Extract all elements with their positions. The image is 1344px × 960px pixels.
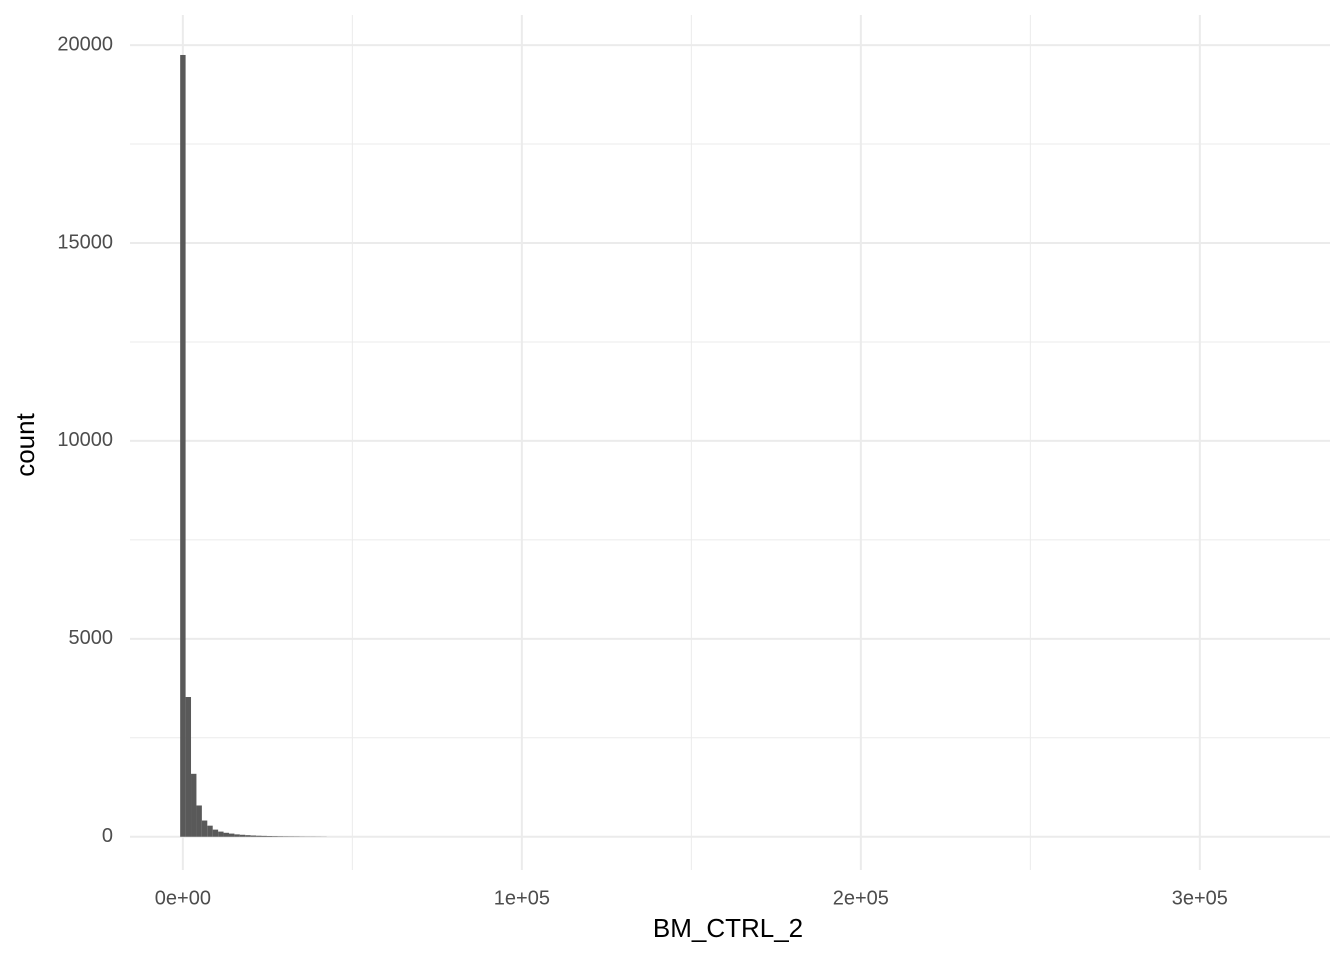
bar [201, 820, 208, 837]
x-tick-label: 3e+05 [1172, 887, 1228, 909]
bar [228, 833, 235, 837]
bar [218, 831, 224, 837]
y-tick-label: 10000 [57, 429, 113, 451]
x-axis-title: BM_CTRL_2 [653, 913, 803, 943]
y-tick-label: 0 [102, 825, 113, 847]
bar [212, 829, 219, 837]
bar [250, 835, 257, 837]
y-tick-label: 15000 [57, 231, 113, 253]
y-axis-title: count [10, 412, 40, 476]
bar [207, 825, 213, 837]
bar [266, 836, 273, 837]
bar [256, 835, 262, 837]
bar [185, 697, 192, 837]
bar [234, 834, 240, 837]
bar [272, 836, 278, 837]
bar [261, 835, 267, 837]
y-tick-label: 5000 [69, 627, 114, 649]
bar [191, 773, 197, 837]
bar [245, 835, 251, 837]
x-tick-label: 1e+05 [494, 887, 550, 909]
bar [223, 832, 229, 837]
bar [196, 805, 202, 837]
bar [239, 834, 246, 837]
x-tick-label: 0e+00 [155, 887, 211, 909]
x-tick-label: 2e+05 [833, 887, 889, 909]
bar [180, 54, 186, 837]
y-tick-label: 20000 [57, 33, 113, 55]
